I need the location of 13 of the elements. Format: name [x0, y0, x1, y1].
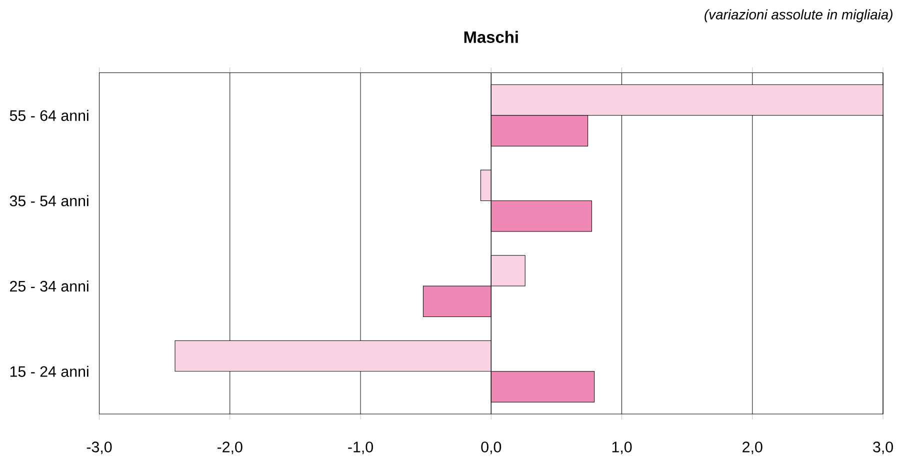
y-tick-label: 35 - 54 anni — [10, 194, 88, 206]
x-tick-label: -1,0 — [348, 441, 373, 454]
x-tick-label: -2,0 — [217, 441, 242, 454]
y-tick-label: 15 - 24 anni — [10, 366, 88, 377]
y-tick-label: 55 - 64 anni — [10, 110, 88, 121]
y-tick-label: 25 - 34 anni — [10, 280, 88, 292]
x-tick-label: 0,0 — [481, 441, 502, 454]
chart-title: Maschi — [464, 30, 518, 43]
x-tick-label: 2,0 — [742, 441, 762, 454]
x-tick-label: 3,0 — [873, 441, 893, 454]
x-tick-label: -3,0 — [86, 441, 112, 454]
text: (variazioni assolute in migliaia) — [704, 9, 892, 22]
x-tick-label: 1,0 — [612, 441, 632, 454]
